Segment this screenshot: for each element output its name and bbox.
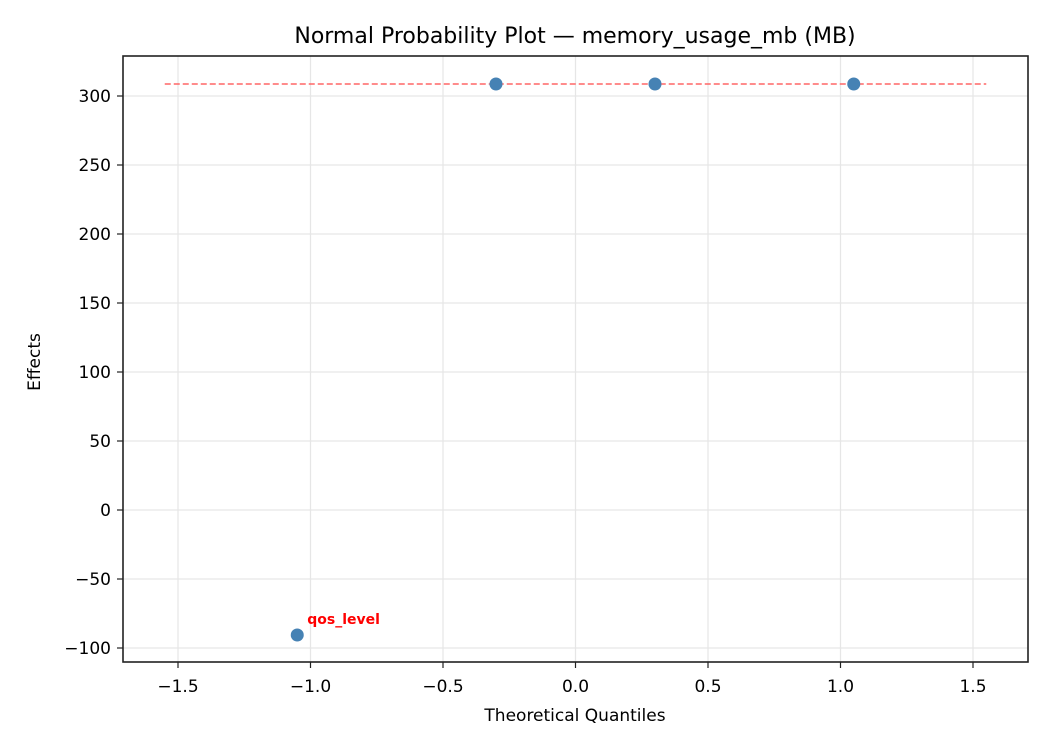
y-axis-ticks: −100 −50 0 50 100 150 200 250 300 [64, 87, 123, 659]
point-annotation: qos_level [307, 612, 380, 628]
y-axis-label: Effects [25, 333, 45, 391]
y-tick-label: 150 [79, 294, 111, 314]
data-point [290, 628, 304, 642]
y-tick-label: 200 [79, 225, 111, 245]
x-tick-label: 0.5 [694, 677, 721, 697]
annotations: qos_level [307, 612, 380, 628]
data-point [648, 77, 662, 91]
x-axis-label: Theoretical Quantiles [483, 706, 665, 726]
x-tick-label: 1.0 [827, 677, 854, 697]
y-tick-label: 100 [79, 363, 111, 383]
y-tick-label: −100 [64, 639, 111, 659]
y-tick-label: 0 [100, 501, 111, 521]
x-tick-label: −0.5 [422, 677, 463, 697]
x-tick-label: −1.5 [157, 677, 198, 697]
x-tick-label: 0.0 [562, 677, 589, 697]
y-tick-label: −50 [75, 570, 111, 590]
y-tick-label: 50 [89, 432, 111, 452]
data-point [489, 77, 503, 91]
data-point [847, 77, 861, 91]
x-tick-label: 1.5 [959, 677, 986, 697]
y-tick-label: 300 [79, 87, 111, 107]
x-axis-ticks: −1.5 −1.0 −0.5 0.0 0.5 1.0 1.5 [157, 662, 987, 697]
chart-title: Normal Probability Plot — memory_usage_m… [294, 24, 855, 49]
data-points [290, 77, 861, 642]
x-tick-label: −1.0 [290, 677, 331, 697]
y-tick-label: 250 [79, 156, 111, 176]
grid-lines [123, 56, 1028, 662]
